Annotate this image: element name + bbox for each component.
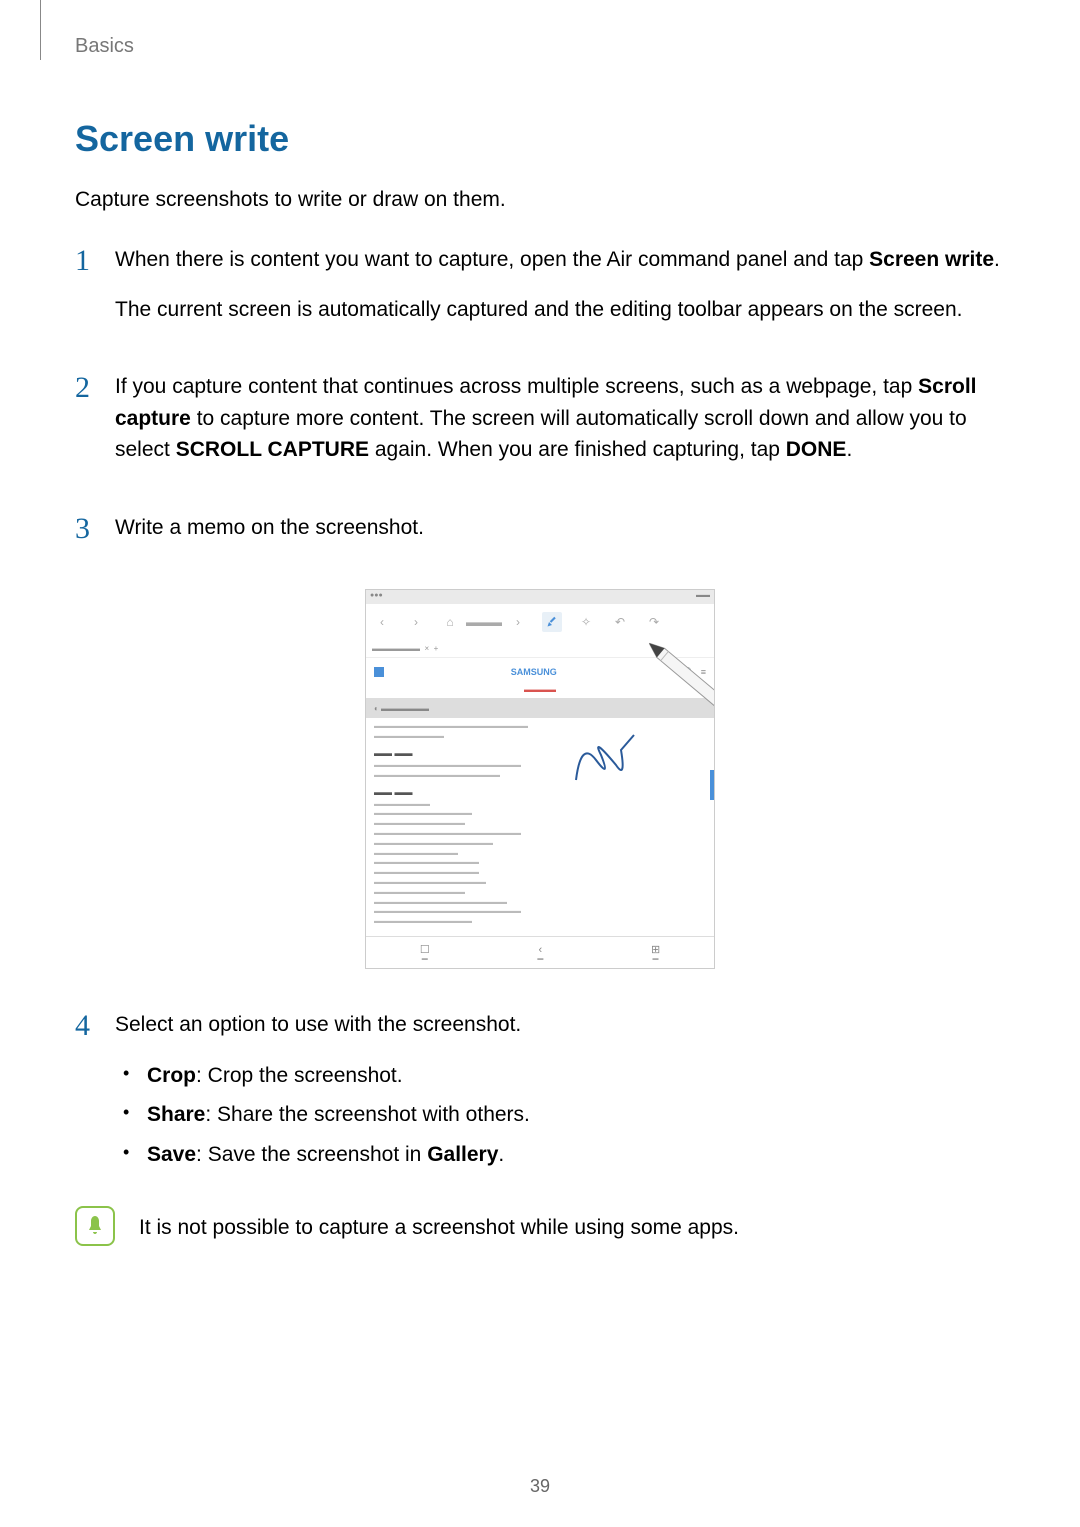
step-2-line-1: If you capture content that continues ac… xyxy=(115,371,1005,466)
crop-action-icon: ☐▬ xyxy=(420,943,430,962)
logo-icon xyxy=(374,667,384,677)
step-number-2: 2 xyxy=(75,371,115,484)
brand-text: SAMSUNG xyxy=(511,667,557,677)
step-number-3: 3 xyxy=(75,512,115,562)
step-2: 2 If you capture content that continues … xyxy=(75,371,1005,484)
page-number: 39 xyxy=(0,1476,1080,1497)
section-title: Screen write xyxy=(75,118,1005,160)
step-number-4: 4 xyxy=(75,1009,115,1177)
save-action-icon: ⊞▬ xyxy=(651,943,660,962)
step-1: 1 When there is content you want to capt… xyxy=(75,244,1005,343)
intro-text: Capture screenshots to write or draw on … xyxy=(75,185,1005,214)
eraser-icon: ✧ xyxy=(576,612,596,632)
chevron-icon: › xyxy=(508,612,528,632)
home-icon: ⌂ xyxy=(440,612,460,632)
para-2: ▬▬▬▬▬▬▬▬▬▬▬▬▬▬▬▬▬▬▬▬▬▬▬▬▬▬▬▬▬▬▬▬▬▬▬▬▬▬▬ xyxy=(374,761,706,781)
para-3: ▬▬▬▬▬▬▬▬▬▬▬▬▬▬▬▬▬▬▬▬▬▬▬▬▬▬▬▬▬▬▬▬▬▬▬▬▬▬▬▬… xyxy=(374,800,706,927)
nav-back-icon: ‹ xyxy=(372,612,392,632)
step-4: 4 Select an option to use with the scree… xyxy=(75,1009,1005,1177)
screenshot-illustration: ●●●▬▬ ‹ › ⌂ ▬▬▬ › ✧ ↶ ↷ ▬▬▬▬▬▬ × + xyxy=(75,589,1005,969)
step-3-line-1: Write a memo on the screenshot. xyxy=(115,512,1005,544)
note-bell-icon xyxy=(75,1206,115,1246)
handwriting-signature xyxy=(566,730,636,790)
bullet-share: Share: Share the screenshot with others. xyxy=(147,1098,1005,1132)
undo-icon: ↶ xyxy=(610,612,630,632)
note-text: It is not possible to capture a screensh… xyxy=(139,1206,739,1244)
step-3: 3 Write a memo on the screenshot. xyxy=(75,512,1005,562)
nav-fwd-icon: › xyxy=(406,612,426,632)
share-action-icon: ‹▬ xyxy=(537,944,543,962)
heading-1: ▬▬ ▬▬ xyxy=(374,748,706,758)
divider-icon: ▬▬▬ xyxy=(474,612,494,632)
breadcrumb: Basics xyxy=(75,35,1005,58)
bullet-save: Save: Save the screenshot in Gallery. xyxy=(147,1138,1005,1172)
note-block: It is not possible to capture a screensh… xyxy=(75,1206,1005,1246)
bullet-crop: Crop: Crop the screenshot. xyxy=(147,1059,1005,1093)
step-1-line-1: When there is content you want to captur… xyxy=(115,244,1005,276)
step-4-line-1: Select an option to use with the screens… xyxy=(115,1009,1005,1041)
bottom-action-bar: ☐▬ ‹▬ ⊞▬ xyxy=(366,936,714,968)
heading-2: ▬▬ ▬▬ xyxy=(374,787,706,797)
status-bar: ●●●▬▬ xyxy=(366,590,714,604)
scroll-indicator xyxy=(710,770,714,800)
step-number-1: 1 xyxy=(75,244,115,343)
pen-tool-icon xyxy=(542,612,562,632)
step-1-line-2: The current screen is automatically capt… xyxy=(115,294,1005,326)
